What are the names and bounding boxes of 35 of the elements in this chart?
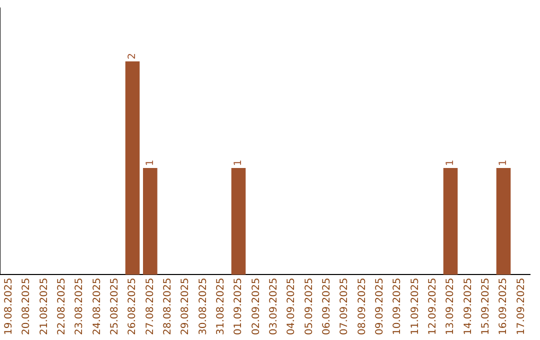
x-tick-label: 24.08.2025 [92,278,103,336]
x-tick-label: 20.08.2025 [21,278,32,336]
x-tick-label: 19.08.2025 [3,278,14,336]
x-tick-label: 10.09.2025 [392,278,404,336]
x-tick-label: 13.09.2025 [445,278,456,336]
x-tick-label: 12.09.2025 [427,278,438,336]
data-label: 1 [144,160,156,166]
x-tick-label: 01.09.2025 [233,278,244,336]
x-tick-label: 28.08.2025 [162,278,174,336]
x-tick-label: 31.08.2025 [215,278,226,336]
x-tick-label: 14.09.2025 [462,278,474,336]
x-tick-label: 11.09.2025 [410,278,421,336]
x-tick-label: 02.09.2025 [250,278,262,336]
x-tick-label: 05.09.2025 [304,278,315,336]
x-tick-label: 30.08.2025 [198,278,209,336]
x-tick-label: 16.09.2025 [498,278,510,336]
data-label: 1 [445,160,456,166]
x-tick-label: 25.08.2025 [109,278,120,336]
x-tick-label: 03.09.2025 [268,278,280,336]
x-tick-label: 07.09.2025 [339,278,350,336]
x-tick-label: 29.08.2025 [180,278,192,336]
x-tick-label: 27.08.2025 [144,278,156,336]
x-tick-label: 22.08.2025 [56,278,68,336]
x-tick-label: 06.09.2025 [321,278,332,336]
x-tick-label: 15.09.2025 [480,278,492,336]
x-tick-label: 08.09.2025 [356,278,368,336]
x-tick-label: 04.09.2025 [286,278,298,336]
data-label: 2 [127,52,138,60]
x-tick-label: 21.08.2025 [38,278,50,336]
data-label: 1 [233,160,244,166]
x-tick-label: 17.09.2025 [516,278,527,336]
data-label: 1 [498,160,510,166]
x-tick-label: 26.08.2025 [127,278,138,336]
x-tick-label: 23.08.2025 [74,278,86,336]
x-tick-label: 09.09.2025 [374,278,386,336]
